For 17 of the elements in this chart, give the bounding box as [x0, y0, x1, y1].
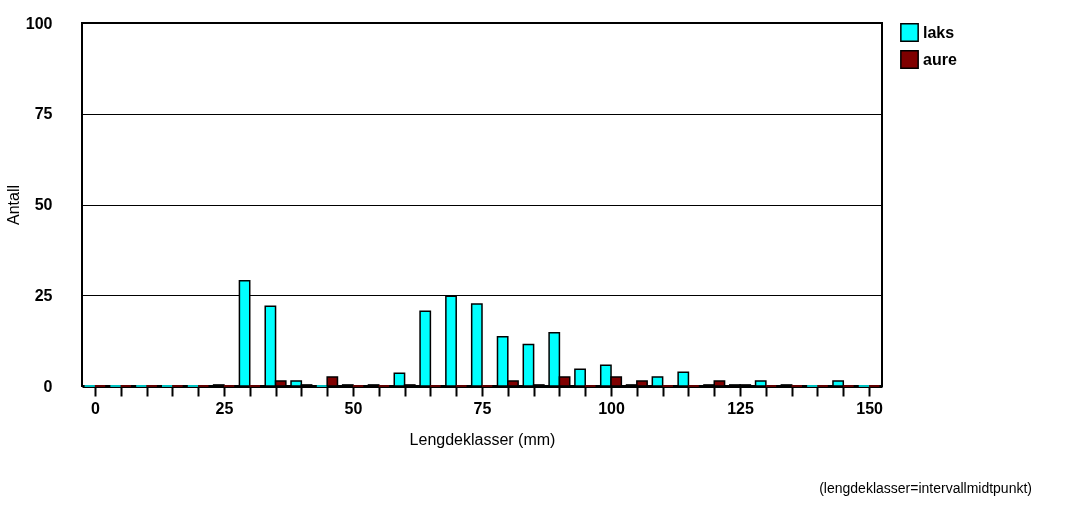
- legend-label: aure: [923, 50, 957, 68]
- x-tick-label: 0: [90, 399, 100, 417]
- y-tick-label: 0: [43, 377, 53, 395]
- x-axis-title: Lengdeklasser (mm): [409, 430, 556, 448]
- x-tick-label: 75: [473, 399, 492, 417]
- x-tick-label: 25: [215, 399, 234, 417]
- x-tick-label: 125: [727, 399, 755, 417]
- x-tick-label: 100: [598, 399, 625, 417]
- y-tick-label: 50: [34, 196, 53, 213]
- text: (lengdeklasser=intervallmidtpunkt): [819, 480, 1032, 496]
- x-tick-label: 50: [344, 399, 363, 417]
- x-tick-label: 150: [856, 399, 884, 417]
- y-axis-title: Antall: [4, 184, 22, 226]
- legend-label: laks: [923, 23, 955, 41]
- y-tick-label: 25: [34, 286, 53, 304]
- y-tick-label: 100: [25, 14, 53, 32]
- y-tick-label: 75: [34, 105, 53, 123]
